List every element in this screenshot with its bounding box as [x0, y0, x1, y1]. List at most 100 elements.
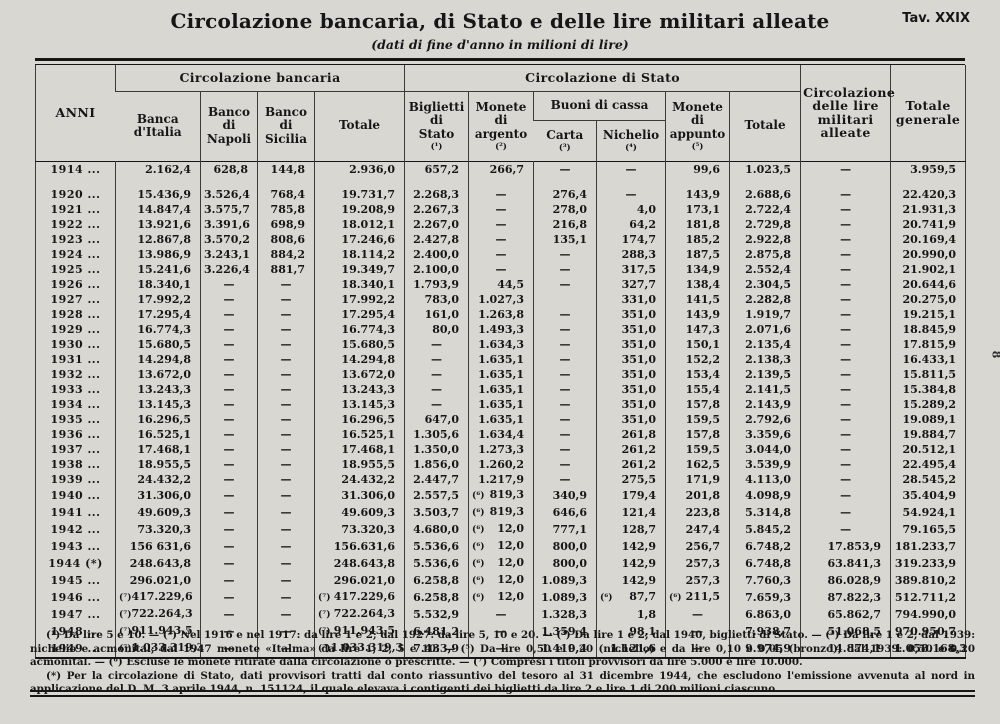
- value-cell: 141,5: [665, 291, 730, 307]
- footnotes-block: (¹) Da lire 5 e 10. — (²) Nel 1916 e nel…: [30, 629, 975, 697]
- year-cell: 1935 ...: [50, 412, 101, 426]
- year-cell: 1933 ...: [50, 382, 101, 396]
- value-cell: 17.853,9: [800, 537, 891, 555]
- value-cell: 768,4: [257, 186, 315, 202]
- col-header-nichelio: Nichelio (⁴): [596, 120, 666, 161]
- year-cell: 1921 ...: [50, 202, 101, 216]
- col-label: Nichelio: [602, 127, 660, 142]
- value-cell: 1.305,6: [404, 426, 469, 442]
- col-label: Monete di appunto: [669, 99, 726, 141]
- value-cell: 296.021,0: [313, 571, 405, 589]
- col-header-banca-italia: Banca d'Italia: [133, 111, 182, 139]
- spacer-cell: [200, 176, 258, 187]
- value-cell: 1.634,3: [468, 336, 534, 352]
- value-cell: 44,5: [468, 276, 534, 292]
- value-cell: 144,8: [257, 161, 315, 177]
- year-cell: 1930 ...: [50, 337, 101, 351]
- value-cell: 15.241,6: [115, 261, 201, 277]
- value-cell: 5.536,6: [404, 537, 469, 555]
- value-cell: 9.974,9: [729, 639, 801, 658]
- year-cell: 1926 ...: [50, 277, 101, 291]
- value-cell: 13.243,3: [115, 381, 201, 397]
- spacer-cell: [729, 176, 801, 187]
- value-cell: 156.631,6: [313, 537, 405, 555]
- group-header-buoni-di-cassa: Buoni di cassa: [533, 91, 666, 121]
- value-cell: 2.141,5: [729, 381, 801, 397]
- value-cell: —: [665, 622, 730, 640]
- value-cell: —: [800, 261, 891, 277]
- value-cell: 18.955,5: [115, 456, 201, 472]
- value-cell: 86.028,9: [800, 571, 891, 589]
- value-cell: 2.071,6: [729, 321, 801, 337]
- year-cell: 1927 ...: [50, 292, 101, 306]
- value-cell: 18.012,1: [313, 216, 405, 232]
- value-cell: 17.468,1: [115, 441, 201, 457]
- value-cell: —: [257, 639, 315, 658]
- value-cell: 808,6: [257, 231, 315, 247]
- value-cell: 157,8: [665, 396, 730, 412]
- value-cell: 1.089,3: [533, 571, 597, 589]
- value-cell: 73.320,3: [313, 520, 405, 538]
- value-cell: 20.169,4: [890, 231, 966, 247]
- table-row: 1914 ... 2.162,4 628,8 144,8 2.936,0 657,2 266…: [36, 161, 966, 177]
- footnote-marker: (⁶): [669, 592, 682, 603]
- value-cell: 157,8: [665, 426, 730, 442]
- value-cell: —: [200, 411, 258, 427]
- footnote-marker: (⁷): [119, 609, 132, 620]
- value-cell: 4.680,0: [404, 520, 469, 538]
- col-header-lire-militari: Circolazione delle lire militari alleate: [800, 64, 895, 161]
- spacer-cell: [115, 176, 201, 187]
- value-cell: —: [200, 622, 258, 640]
- value-cell: 2.138,3: [729, 351, 801, 367]
- value-cell: —: [533, 261, 597, 277]
- value-cell: —: [533, 351, 597, 367]
- value-cell: —: [800, 231, 891, 247]
- value-cell: —: [200, 605, 258, 623]
- table-row: 1934 ... 13.145,3— —13.145,3—1.635,1—351,0…: [36, 396, 966, 412]
- year-cell: 1937 ...: [50, 442, 101, 456]
- page-subtitle: (dati di fine d'anno in milioni di lire): [371, 37, 629, 52]
- year-cell: 1948 ...: [50, 624, 101, 638]
- value-cell: 1.419,4: [533, 639, 597, 658]
- value-cell: 3.526,4: [200, 186, 258, 202]
- value-cell: —: [257, 381, 315, 397]
- value-cell: 2.268,3: [404, 186, 469, 202]
- col-header-banco-sicilia: Banco di Sicilia: [257, 91, 315, 161]
- table-row: 1932 ... 13.672,0— —13.672,0—1.635,1—351,0…: [36, 366, 966, 382]
- value-cell: 80,0: [404, 321, 469, 337]
- value-cell: 150,1: [665, 336, 730, 352]
- value-cell: 31.306,0: [115, 486, 201, 504]
- value-cell: —: [257, 554, 315, 572]
- value-cell: (⁶) 211,5: [665, 588, 730, 606]
- value-cell: —: [200, 306, 258, 322]
- col-header-anni: ANNI: [55, 104, 96, 120]
- value-cell: 16.296,5: [313, 411, 405, 427]
- value-cell: 155,4: [665, 381, 730, 397]
- value-cell: —: [257, 622, 315, 640]
- value-cell: 13.243,3: [313, 381, 405, 397]
- value-cell: 16.525,1: [313, 426, 405, 442]
- value-cell: 17.992,2: [313, 291, 405, 307]
- circulation-table: ANNI Circolazione bancaria Circolazione …: [35, 64, 967, 659]
- footnote-marker: (⁷): [318, 609, 331, 620]
- footnote-marker: (⁷): [119, 643, 132, 654]
- value-cell: 21.902,1: [890, 261, 966, 277]
- value-cell: 16.296,5: [115, 411, 201, 427]
- table-row: 1938 ... 18.955,5— —18.955,5 1.856,0 1.260,2…: [36, 456, 966, 472]
- value-cell: 15.811,5: [890, 366, 966, 382]
- value-cell: 179,4: [596, 486, 666, 504]
- footnote-marker: (⁶): [472, 558, 485, 569]
- value-cell: —: [468, 622, 534, 640]
- value-cell: 5.314,8: [729, 503, 801, 521]
- value-cell: (⁶) 87,7: [596, 588, 666, 606]
- value-cell: 99,6: [665, 161, 730, 177]
- value-cell: 22.495,4: [890, 456, 966, 472]
- value-cell: (⁷) 722.264,3: [115, 605, 201, 623]
- table-row: 1940 ... 31.306,0— —31.306,0 2.557,5 (⁶) 819,…: [36, 486, 966, 504]
- value-cell: 3.570,2: [200, 231, 258, 247]
- value-cell: 647,0: [404, 411, 469, 427]
- value-cell: 14.294,8: [115, 351, 201, 367]
- spacer-cell: [257, 176, 315, 187]
- footnote-marker: (⁶): [472, 524, 485, 535]
- value-cell: —: [200, 396, 258, 412]
